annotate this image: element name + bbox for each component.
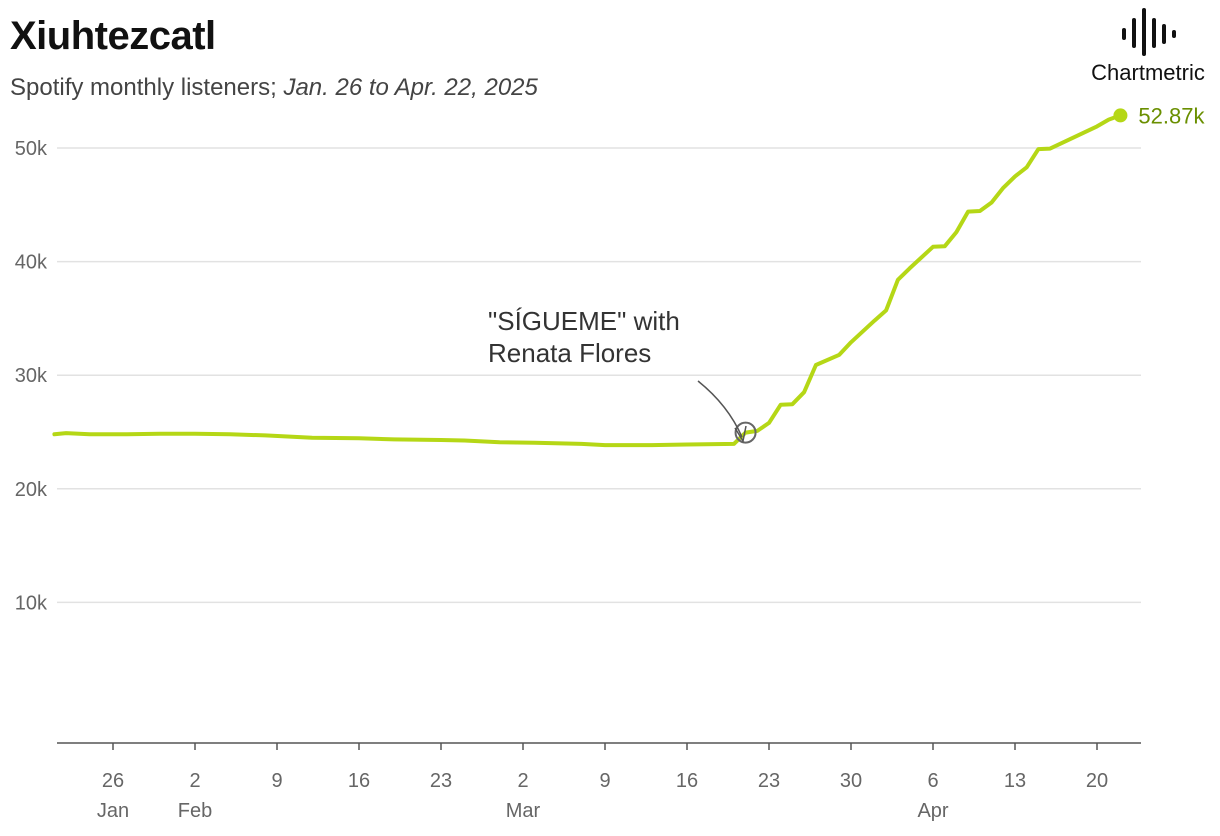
x-tick-label: 23 xyxy=(758,770,780,792)
series-group: 52.87k xyxy=(52,103,1205,448)
y-tick-label: 20k xyxy=(15,479,48,501)
gridlines xyxy=(57,147,1141,604)
x-tick-label: 30 xyxy=(840,770,862,792)
x-tick-label: 20 xyxy=(1086,770,1108,792)
x-tick-label: 26 xyxy=(102,770,124,792)
x-tick-label: 16 xyxy=(348,770,370,792)
chart-subtitle: Spotify monthly listeners; Jan. 26 to Ap… xyxy=(10,74,538,102)
x-month-label: Feb xyxy=(178,800,212,822)
y-tick-label: 10k xyxy=(15,592,48,614)
annotation-arrow xyxy=(697,380,743,438)
x-tick-label: 2 xyxy=(517,770,528,792)
x-axis: 26 Jan 2 Feb 9 16 23 2 Mar 9 16 23 30 6 Apr 13 20 xyxy=(57,742,1141,822)
y-axis: 10k 20k 30k 40k 50k xyxy=(15,138,48,614)
annotation-arrowhead xyxy=(734,425,747,444)
y-tick-label: 30k xyxy=(15,365,48,387)
x-month-label: Mar xyxy=(506,800,541,822)
annotation-text: "SÍGUEME" with xyxy=(488,306,680,336)
chartmetric-logo: Chartmetric xyxy=(1080,8,1216,98)
x-tick-label: 9 xyxy=(599,770,610,792)
x-tick-label: 9 xyxy=(271,770,282,792)
chart-title: Xiuhtezcatl xyxy=(10,14,216,58)
annotation-text: Renata Flores xyxy=(488,338,651,368)
end-value-label: 52.87k xyxy=(1138,103,1205,128)
x-tick-label: 23 xyxy=(430,770,452,792)
logo-text: Chartmetric xyxy=(1091,60,1205,85)
x-tick-label: 13 xyxy=(1004,770,1026,792)
x-tick-label: 2 xyxy=(189,770,200,792)
x-tick-label: 16 xyxy=(676,770,698,792)
x-month-label: Jan xyxy=(97,800,129,822)
y-tick-label: 40k xyxy=(15,252,48,274)
x-month-label: Apr xyxy=(917,800,948,822)
soundwave-icon xyxy=(1122,8,1176,56)
end-point-marker xyxy=(1113,108,1128,123)
annotation-marker xyxy=(734,421,757,444)
subtitle-date-range: Jan. 26 to Apr. 22, 2025 xyxy=(283,74,538,101)
series-line xyxy=(52,113,1123,448)
x-tick-label: 6 xyxy=(927,770,938,792)
y-tick-label: 50k xyxy=(15,138,48,160)
subtitle-text: Spotify monthly listeners; xyxy=(10,74,284,101)
